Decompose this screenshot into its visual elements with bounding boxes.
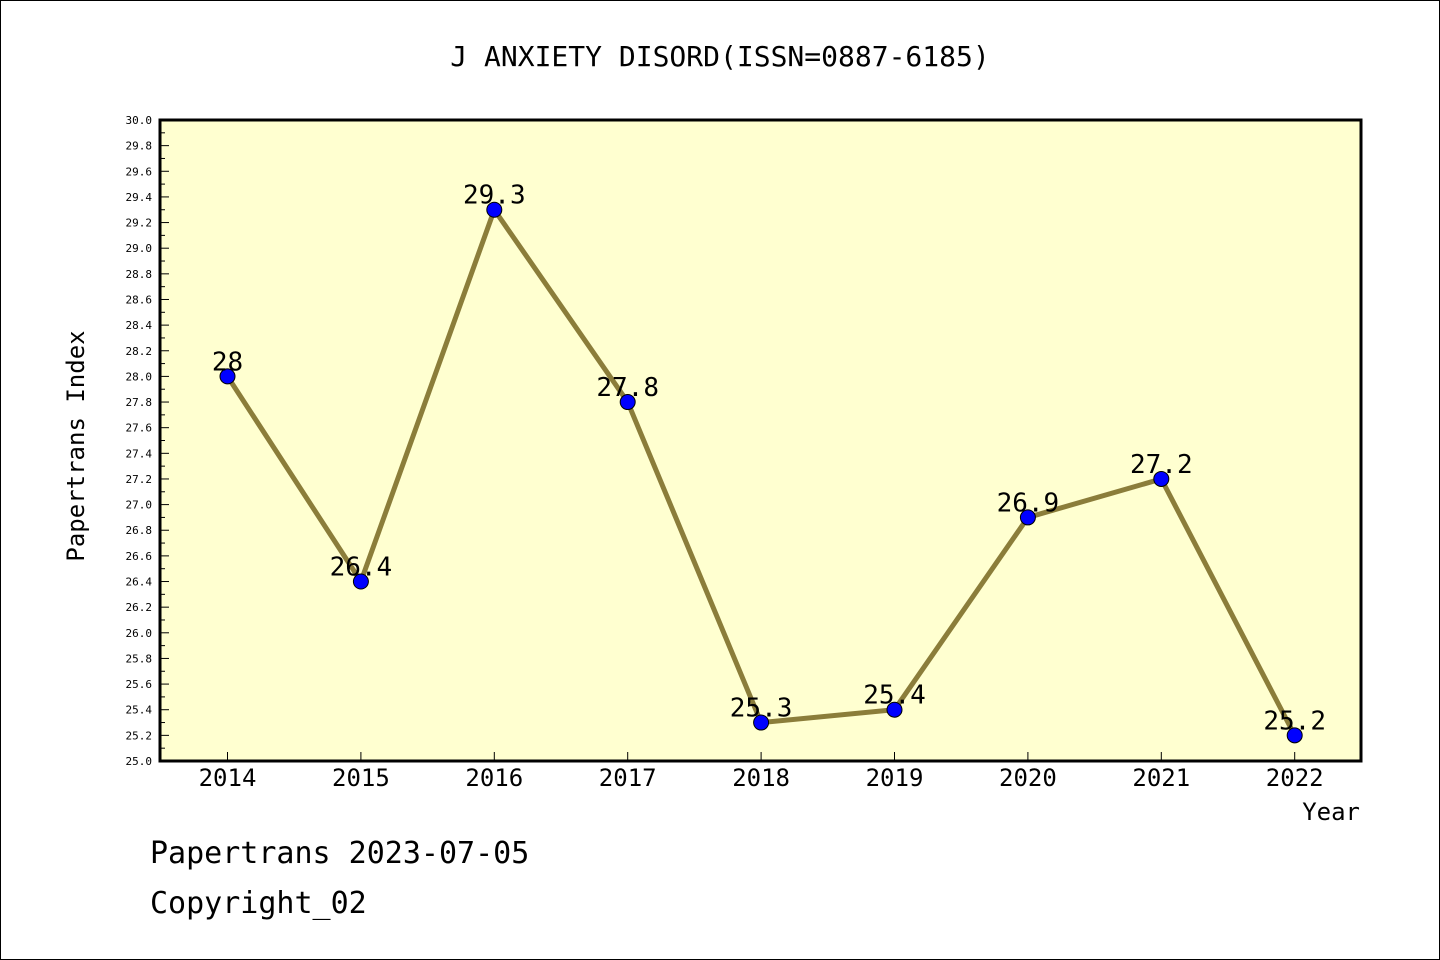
data-point [1286,727,1303,744]
x-tick-label: 2017 [599,764,657,792]
data-point [486,201,503,218]
y-tick-label: 27.2 [126,473,153,486]
x-tick-label: 2021 [1132,764,1190,792]
data-labels: 28 26.4 29.3 27.8 25.3 25.4 26.9 27.2 25.2 [212,181,1326,737]
data-point [619,394,636,411]
x-tick-label: 2016 [465,764,523,792]
data-label: 27.2 [1130,450,1193,480]
x-axis-label: Year [1302,798,1360,826]
y-tick-label: 29.6 [126,165,153,178]
y-tick-label: 27.4 [126,447,153,460]
data-point [219,368,236,385]
data-label: 25.4 [863,681,926,711]
chart-title: J ANXIETY DISORD(ISSN=0887-6185) [450,40,989,73]
y-tick-label: 28.0 [126,370,153,383]
x-axis-ticks: 2014 2015 2016 2017 2018 2019 2020 2021 2022 [199,752,1324,792]
data-point [1019,509,1036,526]
data-label: 25.2 [1263,706,1326,736]
y-tick-label: 27.0 [126,499,153,512]
y-tick-label: 29.8 [126,140,153,153]
y-axis-ticks: 25.0 25.2 25.4 25.6 25.8 26.0 26.2 26.4 26.6 26.8… [126,114,169,768]
data-point [753,714,770,731]
y-tick-label: 28.8 [126,268,153,281]
x-tick-label: 2022 [1266,764,1324,792]
y-tick-label: 25.2 [126,729,153,742]
y-tick-label: 26.8 [126,524,153,537]
y-tick-label: 28.6 [126,293,153,306]
data-label: 26.4 [330,553,393,583]
x-tick-label: 2015 [332,764,390,792]
data-point [886,701,903,718]
y-tick-label: 26.6 [126,550,153,563]
footer-date-line: Papertrans 2023-07-05 [150,836,530,871]
y-tick-label: 26.2 [126,601,153,614]
x-tick-label: 2019 [866,764,924,792]
y-tick-label: 26.0 [126,627,153,640]
y-tick-label: 25.4 [126,704,153,717]
plot-area [158,118,1363,763]
y-tick-label: 25.0 [126,755,153,768]
y-tick-label: 27.6 [126,422,153,435]
data-label: 25.3 [730,694,793,724]
y-tick-label: 27.8 [126,396,153,409]
data-label: 29.3 [463,181,526,211]
footer-copyright-line: Copyright_02 [150,886,367,921]
data-point [352,573,369,590]
y-tick-label: 25.6 [126,678,153,691]
y-tick-label: 28.4 [126,319,153,332]
y-tick-label: 29.4 [126,191,153,204]
data-label: 26.9 [997,488,1060,518]
y-axis-label: Papertrans Index [62,330,90,561]
x-tick-label: 2020 [999,764,1057,792]
y-tick-label: 30.0 [126,114,153,127]
y-tick-label: 26.4 [126,576,153,589]
data-point [1153,470,1170,487]
y-tick-label: 28.2 [126,345,153,358]
data-markers [219,201,1303,744]
x-tick-label: 2014 [199,764,257,792]
y-tick-label: 29.2 [126,217,153,230]
x-tick-label: 2018 [732,764,790,792]
data-label: 28 [212,347,243,377]
data-label: 27.8 [596,373,659,403]
y-tick-label: 25.8 [126,652,153,665]
y-tick-label: 29.0 [126,242,153,255]
